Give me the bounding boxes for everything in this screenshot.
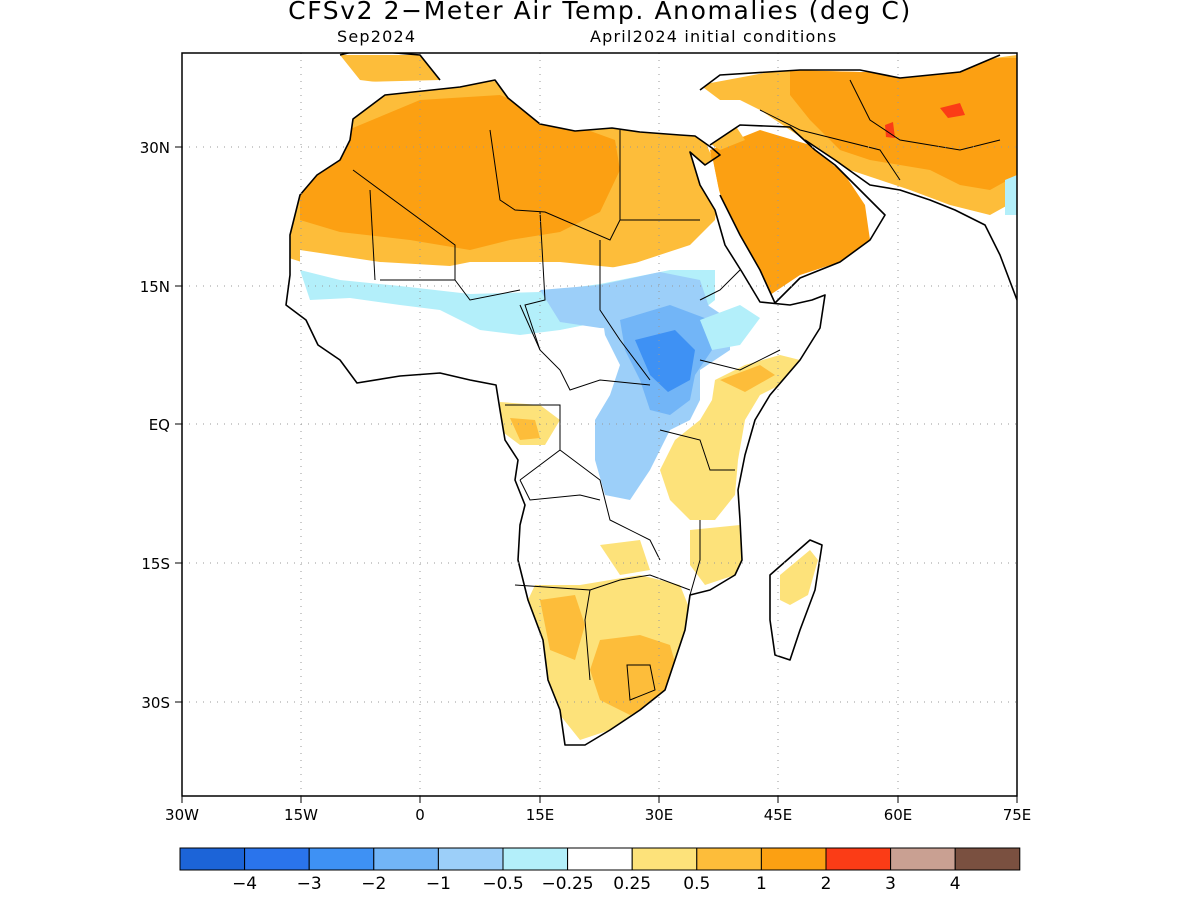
legend-swatch-2 bbox=[308, 847, 375, 871]
target-month-label: Sep2024 bbox=[337, 27, 417, 46]
legend-label: −1 bbox=[426, 874, 451, 894]
color-legend: −4 −3 −2 −1 −0.5 −0.25 0.25 0.5 1 2 3 4 bbox=[179, 847, 1021, 894]
lon-label-60e: 60E bbox=[884, 806, 913, 824]
lat-label-30n: 30N bbox=[140, 139, 170, 157]
lat-label-30s: 30S bbox=[141, 694, 170, 712]
lat-label-15s: 15S bbox=[141, 555, 170, 573]
map-title: CFSv2 2−Meter Air Temp. Anomalies (deg C… bbox=[288, 0, 912, 25]
legend-swatch-0 bbox=[179, 847, 246, 871]
legend-swatch-8 bbox=[696, 847, 762, 871]
legend-label: −4 bbox=[232, 874, 257, 894]
lon-label-30e: 30E bbox=[645, 806, 674, 824]
legend-label: 1 bbox=[756, 874, 767, 894]
lon-label-0: 0 bbox=[415, 806, 425, 824]
legend-swatch-7 bbox=[631, 847, 698, 871]
legend-swatch-5 bbox=[502, 847, 569, 871]
legend-label: −0.5 bbox=[482, 874, 523, 894]
gridlines bbox=[182, 53, 1017, 796]
legend-label: −0.25 bbox=[542, 874, 594, 894]
anomaly-shading bbox=[286, 53, 1017, 745]
legend-label: 3 bbox=[885, 874, 896, 894]
legend-label: 0.25 bbox=[613, 874, 651, 894]
legend-swatch-3 bbox=[373, 847, 439, 871]
legend-label: −3 bbox=[297, 874, 322, 894]
legend-label: 4 bbox=[950, 874, 961, 894]
lon-label-75e: 75E bbox=[1003, 806, 1032, 824]
legend-swatch-9 bbox=[760, 847, 827, 871]
legend-label: −2 bbox=[361, 874, 386, 894]
coastlines bbox=[285, 53, 1017, 746]
lon-label-45e: 45E bbox=[764, 806, 793, 824]
legend-label: 0.5 bbox=[683, 874, 710, 894]
lon-label-15w: 15W bbox=[284, 806, 318, 824]
legend-swatch-1 bbox=[244, 847, 310, 871]
legend-label: 2 bbox=[821, 874, 832, 894]
legend-swatch-12 bbox=[954, 847, 1021, 871]
legend-swatch-10 bbox=[825, 847, 892, 871]
country-borders bbox=[352, 79, 1001, 701]
initial-conditions-label: April2024 initial conditions bbox=[590, 27, 838, 46]
lon-label-15e: 15E bbox=[526, 806, 555, 824]
lat-label-eq: EQ bbox=[149, 416, 170, 434]
lon-label-30w: 30W bbox=[165, 806, 199, 824]
tick-marks bbox=[175, 146, 1018, 803]
lat-label-15n: 15N bbox=[140, 278, 170, 296]
legend-swatch-4 bbox=[437, 847, 504, 871]
legend-swatch-6 bbox=[567, 847, 633, 871]
legend-swatch-11 bbox=[890, 847, 956, 871]
